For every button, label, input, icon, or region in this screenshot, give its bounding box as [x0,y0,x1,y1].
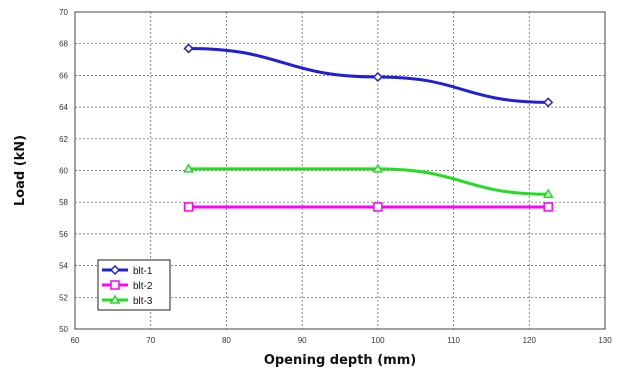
y-tick-label: 54 [59,262,68,271]
series-blt-3 [183,163,554,199]
y-tick-label: 50 [59,325,68,334]
y-tick-label: 56 [59,230,68,239]
series-blt-1 [183,43,554,108]
x-tick-label: 90 [298,336,307,345]
legend-item: blt-1 [102,264,153,277]
legend-item: blt-2 [102,280,153,292]
legend-label: blt-3 [133,296,153,307]
y-tick-label: 60 [59,167,68,176]
legend-swatch-marker [109,264,121,276]
data-point-marker [373,202,383,212]
x-tick-label: 60 [71,336,80,345]
x-tick-label: 100 [371,336,385,345]
y-axis-title: Load (kN) [13,135,28,206]
x-tick-label: 70 [146,336,155,345]
x-tick-label: 130 [598,336,612,345]
legend: blt-1 blt-2 blt-3 [97,259,171,311]
data-point-marker [183,202,194,212]
y-tick-label: 58 [59,198,68,207]
x-axis-ticks: 60 70 80 90 100 110 120 130 [71,336,613,345]
legend-item: blt-3 [102,294,153,307]
x-tick-label: 120 [523,336,537,345]
y-tick-label: 68 [59,40,68,49]
data-point-marker [183,163,194,173]
legend-label: blt-1 [133,266,153,277]
data-point-marker [543,202,553,212]
legend-label: blt-2 [133,281,153,292]
plot-area [74,11,606,330]
series-blt-2 [183,202,553,212]
data-point-marker [183,43,194,54]
y-tick-label: 64 [59,103,68,112]
y-tick-label: 66 [59,71,68,80]
series-group [183,43,554,212]
x-axis-title: Opening depth (mm) [264,353,416,368]
y-tick-label: 70 [59,8,68,17]
data-point-marker [542,188,554,199]
y-tick-label: 62 [59,135,68,144]
x-tick-label: 110 [447,336,460,345]
data-point-marker [372,163,384,173]
data-point-marker [372,71,383,83]
x-tick-label: 80 [222,336,231,345]
y-axis-ticks: 50 52 54 56 58 60 62 64 66 68 70 [59,8,68,334]
data-point-marker [543,97,554,108]
legend-swatch-marker [110,280,120,290]
y-tick-label: 52 [59,293,68,302]
legend-swatch-marker [109,294,121,304]
